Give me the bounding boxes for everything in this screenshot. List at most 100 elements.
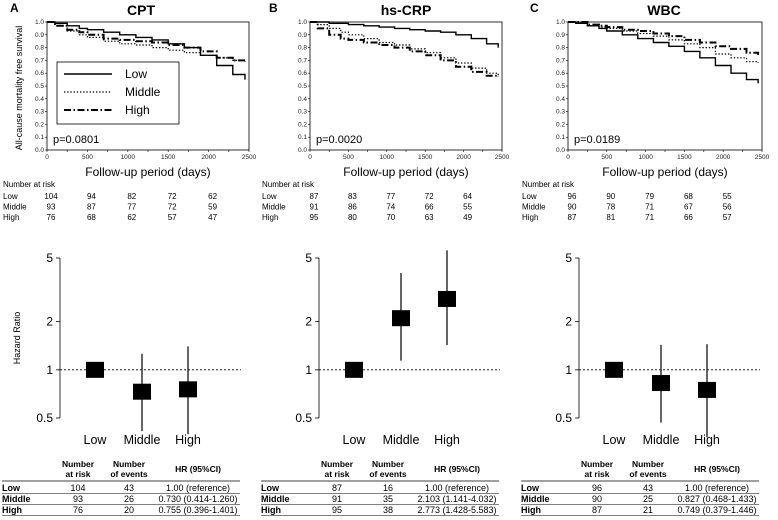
risk-value: 79 <box>645 192 654 201</box>
hr-category-label: Low <box>343 433 367 447</box>
legend: Low Middle High <box>56 61 180 125</box>
risk-value: 66 <box>425 203 434 212</box>
table-row-events: 21 <box>643 505 653 515</box>
risk-group-label: Middle <box>522 203 546 212</box>
km-curve-middle <box>568 21 759 63</box>
table-row-hr: 2.773 (1.428-5.583) <box>417 505 496 515</box>
km-ytick-label: 0.4 <box>556 96 565 103</box>
table-header-number: Number <box>113 459 146 469</box>
table-row-group: Middle <box>521 494 550 504</box>
table-header-of-events: of events <box>629 469 667 479</box>
hr-category-label: Low <box>603 433 627 447</box>
km-xtick-label: 0 <box>308 154 312 161</box>
risk-value: 55 <box>463 203 472 212</box>
panel-title: hs-CRP <box>381 2 432 18</box>
table-header-number: Number <box>372 459 405 469</box>
table-row-n: 76 <box>73 505 83 515</box>
hr-ytick-label: 2 <box>565 315 572 329</box>
km-ytick-label: 0.1 <box>298 134 307 141</box>
hr-category-label: Middle <box>383 433 420 447</box>
legend-label: Low <box>125 67 147 81</box>
risk-value: 47 <box>208 213 217 222</box>
km-ytick-label: 0.2 <box>35 121 44 128</box>
legend-box <box>56 61 180 125</box>
table-row-events: 25 <box>643 494 653 504</box>
risk-value: 57 <box>168 213 177 222</box>
table-row-group: Low <box>2 483 21 493</box>
risk-group-label: Low <box>262 192 277 201</box>
table-row-n: 93 <box>73 494 83 504</box>
table-header-hr: HR (95%CI) <box>434 464 480 474</box>
risk-value: 67 <box>684 203 693 212</box>
risk-value: 104 <box>44 192 58 201</box>
hr-category-label: High <box>694 433 720 447</box>
hr-ytick-label: 5 <box>46 251 53 265</box>
km-ytick-label: 0.3 <box>35 109 44 116</box>
number-at-risk-header: Number at risk <box>522 180 575 189</box>
hr-point-marker <box>179 381 197 398</box>
risk-group-label: High <box>3 213 19 222</box>
risk-value: 55 <box>723 192 732 201</box>
km-y-axis-title: All-cause mortality free survival <box>14 26 24 151</box>
km-ytick-label: 0.4 <box>35 96 44 103</box>
risk-value: 70 <box>386 213 395 222</box>
risk-value: 74 <box>386 203 395 212</box>
hr-category-label: Middle <box>643 433 680 447</box>
km-ytick-label: 1.0 <box>556 19 565 26</box>
risk-group-label: Low <box>522 192 537 201</box>
km-ytick-label: 0.6 <box>298 70 307 77</box>
risk-value: 72 <box>168 203 177 212</box>
table-header-number: Number <box>632 459 665 469</box>
table-header-of-events: of events <box>110 469 148 479</box>
panel-title: CPT <box>127 2 155 18</box>
hr-point-marker <box>698 381 716 398</box>
table-row-group: High <box>521 505 541 515</box>
table-row-events: 20 <box>124 505 134 515</box>
km-ytick-label: 0.8 <box>35 45 44 52</box>
table-row-group: Middle <box>2 494 31 504</box>
table-row-events: 35 <box>383 494 393 504</box>
km-ytick-label: 0.3 <box>298 109 307 116</box>
km-xtick-label: 1500 <box>418 154 433 161</box>
table-header-number: Number <box>62 459 95 469</box>
km-ytick-label: 0.0 <box>556 147 565 154</box>
risk-value: 87 <box>87 203 96 212</box>
risk-value: 78 <box>606 203 615 212</box>
risk-value: 76 <box>47 213 56 222</box>
km-ytick-label: 1.0 <box>35 19 44 26</box>
table-row-events: 43 <box>124 483 134 493</box>
km-ytick-label: 0.9 <box>35 32 44 39</box>
panel-letter: C <box>530 1 539 15</box>
risk-group-label: High <box>262 213 278 222</box>
risk-value: 59 <box>208 203 217 212</box>
risk-group-label: Middle <box>262 203 286 212</box>
table-row-group: High <box>2 505 22 515</box>
km-xtick-label: 1000 <box>380 154 395 161</box>
hr-ytick-label: 5 <box>305 251 312 265</box>
km-xtick-label: 1500 <box>161 154 176 161</box>
p-value: p=0.0020 <box>316 134 362 146</box>
risk-value: 56 <box>723 203 732 212</box>
km-xtick-label: 2000 <box>716 154 731 161</box>
risk-value: 71 <box>645 203 654 212</box>
hr-ytick-label: 2 <box>46 315 53 329</box>
km-ytick-label: 0.6 <box>35 70 44 77</box>
km-ytick-label: 0.9 <box>556 32 565 39</box>
table-header-of-events: of events <box>369 469 407 479</box>
table-row-group: High <box>261 505 281 515</box>
risk-value: 68 <box>684 192 693 201</box>
p-value: p=0.0801 <box>53 134 99 146</box>
km-ytick-label: 0.7 <box>556 57 565 64</box>
km-ytick-label: 0.8 <box>556 45 565 52</box>
risk-value: 77 <box>127 203 136 212</box>
km-xtick-label: 0 <box>566 154 570 161</box>
km-xtick-label: 1500 <box>677 154 692 161</box>
km-ytick-label: 0.0 <box>298 147 307 154</box>
km-xtick-label: 0 <box>45 154 49 161</box>
risk-value: 64 <box>463 192 472 201</box>
km-curve-high <box>310 21 500 77</box>
km-curve-low <box>310 21 499 48</box>
risk-value: 71 <box>645 213 654 222</box>
risk-value: 90 <box>606 192 615 201</box>
